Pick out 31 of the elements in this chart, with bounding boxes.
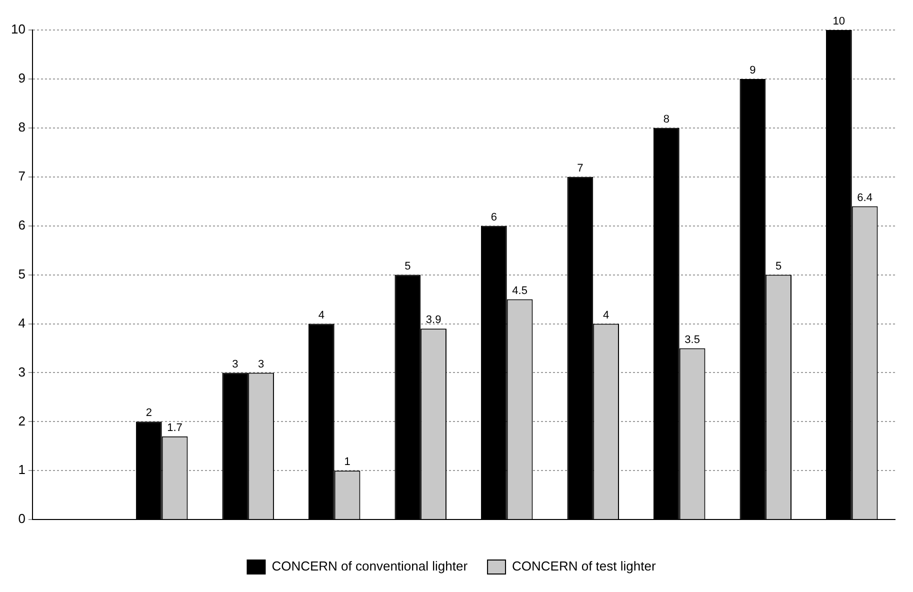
y-tick-label: 8 bbox=[18, 120, 26, 134]
y-tick-label: 1 bbox=[18, 462, 26, 478]
legend-label: CONCERN of test lighter bbox=[512, 558, 656, 574]
data-label: 6 bbox=[490, 211, 497, 224]
data-label: 4 bbox=[318, 309, 324, 322]
data-label: 3 bbox=[258, 358, 264, 370]
y-tick-label: 5 bbox=[18, 266, 26, 282]
legend-label: CONCERN of conventional lighter bbox=[272, 558, 468, 574]
y-tick-label: 6 bbox=[18, 217, 26, 232]
data-label: 4 bbox=[602, 309, 610, 322]
y-tick-label: 3 bbox=[18, 364, 26, 380]
data-label: 10 bbox=[832, 16, 846, 28]
y-tick-label: 0 bbox=[18, 511, 26, 526]
data-label: 1 bbox=[344, 456, 350, 468]
data-label: 8 bbox=[663, 113, 670, 126]
y-tick-label: 9 bbox=[18, 70, 26, 86]
data-label: 5 bbox=[404, 260, 411, 272]
data-label: 9 bbox=[750, 64, 756, 76]
y-tick-label: 4 bbox=[18, 315, 26, 330]
y-tick-label: 7 bbox=[18, 168, 26, 184]
data-label: 7 bbox=[577, 162, 584, 174]
data-label: 3.5 bbox=[684, 334, 700, 346]
y-tick-label: 2 bbox=[18, 413, 26, 428]
data-label: 5 bbox=[775, 260, 782, 272]
data-label: 6.4 bbox=[857, 192, 872, 204]
data-label: 3 bbox=[232, 358, 238, 370]
y-tick-label: 10 bbox=[10, 22, 26, 37]
data-label: 3.9 bbox=[426, 314, 442, 326]
data-label: 2 bbox=[146, 407, 152, 420]
data-label: 1.7 bbox=[167, 422, 182, 434]
data-label: 4.5 bbox=[512, 284, 528, 297]
